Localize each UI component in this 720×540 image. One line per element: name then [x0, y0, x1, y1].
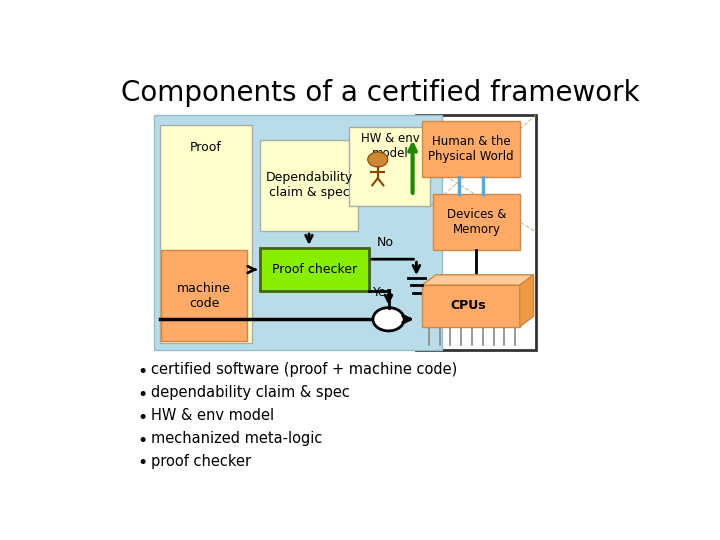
- Bar: [422, 121, 520, 177]
- Bar: [161, 250, 248, 341]
- Text: certified software (proof + machine code): certified software (proof + machine code…: [151, 362, 458, 377]
- Text: Devices &
Memory: Devices & Memory: [446, 208, 506, 236]
- Text: Components of a certified framework: Components of a certified framework: [121, 79, 639, 107]
- Text: •: •: [138, 409, 148, 427]
- Bar: [154, 114, 441, 349]
- Text: •: •: [138, 363, 148, 381]
- Polygon shape: [520, 275, 534, 327]
- Polygon shape: [422, 275, 534, 285]
- Text: No: No: [377, 236, 395, 249]
- Text: Dependability
claim & spec: Dependability claim & spec: [266, 171, 353, 199]
- Text: •: •: [138, 431, 148, 449]
- Bar: [260, 140, 358, 231]
- Text: CPUs: CPUs: [450, 300, 486, 313]
- Text: •: •: [138, 386, 148, 404]
- Circle shape: [368, 152, 388, 167]
- Text: Proof: Proof: [190, 141, 222, 154]
- Text: HW & env
model: HW & env model: [361, 132, 419, 160]
- Bar: [433, 194, 520, 250]
- Text: •: •: [138, 454, 148, 472]
- Text: Yes: Yes: [373, 286, 393, 299]
- Polygon shape: [422, 285, 520, 327]
- Text: dependability claim & spec: dependability claim & spec: [151, 385, 350, 400]
- Text: machine
code: machine code: [177, 281, 231, 309]
- Bar: [416, 114, 536, 349]
- Text: HW & env model: HW & env model: [151, 408, 274, 423]
- Circle shape: [373, 308, 404, 331]
- Text: Human & the
Physical World: Human & the Physical World: [428, 135, 513, 163]
- Text: proof checker: proof checker: [151, 454, 251, 469]
- Bar: [349, 127, 431, 206]
- Bar: [160, 125, 252, 343]
- Text: mechanized meta-logic: mechanized meta-logic: [151, 431, 323, 445]
- Bar: [260, 248, 369, 292]
- Text: Proof checker: Proof checker: [272, 263, 357, 276]
